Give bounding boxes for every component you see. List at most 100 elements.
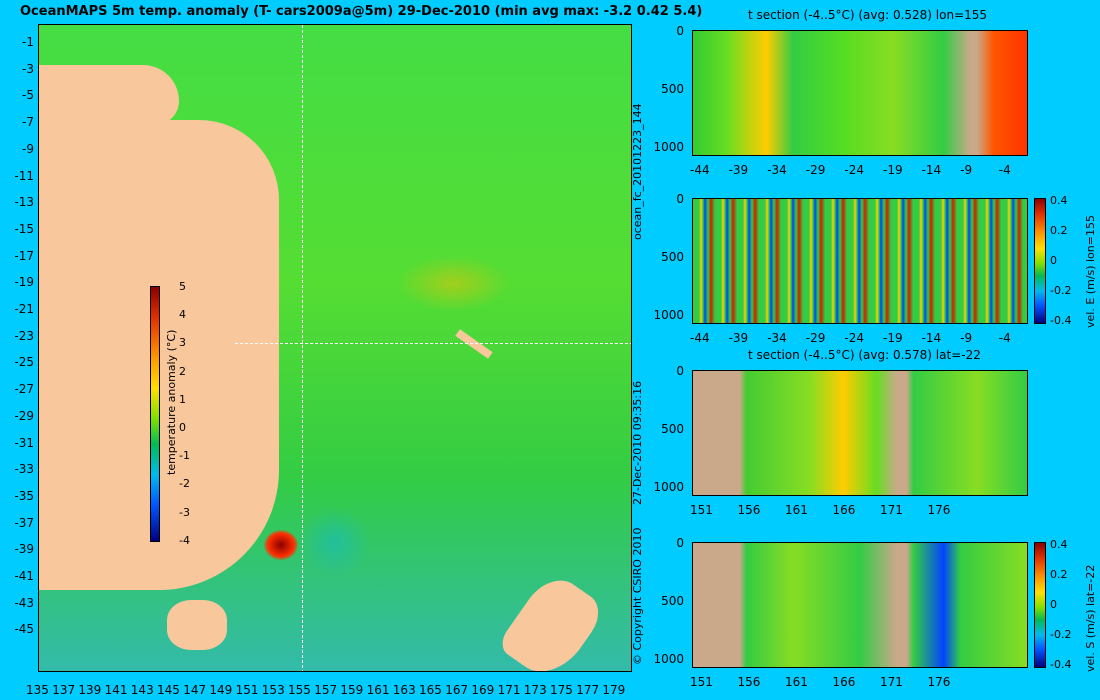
panel-colorbar-tick: -0.2 bbox=[1050, 628, 1072, 641]
lat-tick: -31 bbox=[14, 435, 34, 450]
lat-tick: -9 bbox=[22, 141, 34, 156]
lat-tick: -11 bbox=[14, 168, 34, 183]
panel-title: t section (-4..5°C) (avg: 0.528) lon=155 bbox=[748, 8, 988, 22]
lat-tick: -27 bbox=[14, 382, 34, 397]
lon-tick: 163 bbox=[392, 683, 416, 697]
panel-y-tick: 500 bbox=[661, 82, 684, 96]
panel-x-tick: 151 bbox=[690, 675, 713, 689]
copyright-label: © Copyright CSIRO 2010 bbox=[631, 527, 644, 665]
lat-tick: -17 bbox=[14, 248, 34, 263]
map-colorbar-label: temperature anomaly (°C) bbox=[165, 329, 178, 475]
section-line-lat bbox=[235, 343, 631, 344]
panel-colorbar-tick: 0.4 bbox=[1050, 538, 1068, 551]
section-line-lon bbox=[302, 25, 303, 671]
lon-tick: 143 bbox=[130, 683, 154, 697]
lat-tick: -15 bbox=[14, 221, 34, 236]
forecast-id-label: ocean_fc_20101223_144 bbox=[631, 103, 644, 240]
lat-tick: -23 bbox=[14, 328, 34, 343]
section-plot[interactable] bbox=[692, 198, 1028, 324]
new-caledonia-landmass bbox=[455, 329, 493, 359]
panel-x-tick: -39 bbox=[728, 163, 749, 177]
lon-tick: 139 bbox=[78, 683, 102, 697]
panel-colorbar-tick: 0.2 bbox=[1050, 224, 1068, 237]
panel-colorbar-tick: -0.2 bbox=[1050, 284, 1072, 297]
map-colorbar-tick: -2 bbox=[179, 477, 190, 491]
lon-tick: 135 bbox=[26, 683, 49, 697]
panel-y-tick: 0 bbox=[676, 364, 684, 378]
lat-tick: -25 bbox=[14, 355, 34, 370]
lat-tick: -3 bbox=[22, 61, 34, 76]
lat-tick: -43 bbox=[14, 595, 34, 610]
panel-x-tick: -14 bbox=[921, 331, 942, 345]
panel-y-tick: 0 bbox=[676, 536, 684, 550]
panel-x-tick: 166 bbox=[832, 503, 856, 517]
lat-tick: -29 bbox=[14, 408, 34, 423]
panel-colorbar-tick: 0.2 bbox=[1050, 568, 1068, 581]
panel-x-tick: 176 bbox=[927, 675, 951, 689]
map-title: OceanMAPS 5m temp. anomaly (T- cars2009a… bbox=[20, 4, 703, 19]
panel-y-tick: 1000 bbox=[653, 480, 684, 494]
section-plot[interactable] bbox=[692, 370, 1028, 496]
panel-x-tick: -4 bbox=[998, 163, 1011, 177]
lon-tick: 159 bbox=[340, 683, 364, 697]
map-colorbar-tick: -4 bbox=[179, 533, 190, 547]
lat-tick: -33 bbox=[14, 462, 34, 477]
lon-tick: 165 bbox=[419, 683, 442, 697]
lon-tick: 171 bbox=[497, 683, 521, 697]
temperature-anomaly-map[interactable]: 5 4 3 2 1 0 -1 -2 -3 -4 temperature anomaly (°C) bbox=[38, 24, 632, 672]
lat-tick: -37 bbox=[14, 515, 34, 530]
lat-tick: -21 bbox=[14, 302, 34, 316]
papua-new-guinea-landmass bbox=[39, 65, 179, 125]
panel-x-tick: -44 bbox=[690, 331, 710, 345]
panel-y-tick: 1000 bbox=[653, 308, 684, 322]
panel-x-tick: -19 bbox=[883, 331, 903, 345]
lon-tick: 149 bbox=[209, 683, 233, 697]
lat-tick: -1 bbox=[22, 35, 34, 49]
map-colorbar bbox=[150, 286, 160, 542]
lat-tick: -35 bbox=[14, 488, 34, 503]
lat-tick: -41 bbox=[14, 569, 34, 583]
panel-colorbar-label: vel. E (m/s) lon=155 bbox=[1084, 215, 1097, 328]
map-colorbar-tick: -3 bbox=[179, 505, 190, 519]
panel-x-tick: 171 bbox=[880, 503, 903, 517]
lon-tick: 157 bbox=[314, 683, 338, 697]
panel-x-tick: -29 bbox=[805, 331, 826, 345]
lon-tick: 153 bbox=[261, 683, 285, 697]
panel-colorbar-tick: -0.4 bbox=[1050, 658, 1072, 671]
lon-tick: 175 bbox=[550, 683, 573, 697]
map-colorbar-tick: 5 bbox=[179, 280, 186, 293]
section-plot[interactable] bbox=[692, 542, 1028, 668]
map-colorbar-tick: 0 bbox=[179, 421, 186, 434]
panel-x-tick: 176 bbox=[927, 503, 951, 517]
section-plot[interactable] bbox=[692, 30, 1028, 156]
panel-x-tick: -34 bbox=[767, 331, 787, 345]
lon-tick: 167 bbox=[445, 683, 469, 697]
panel-x-tick: -24 bbox=[844, 163, 864, 177]
lat-tick: -45 bbox=[14, 622, 34, 637]
lon-tick: 173 bbox=[523, 683, 547, 697]
map-colorbar-tick: -1 bbox=[179, 449, 190, 463]
panel-colorbar-tick: -0.4 bbox=[1050, 314, 1072, 327]
panel-x-tick: 156 bbox=[737, 503, 761, 517]
panel-x-tick: 156 bbox=[737, 675, 761, 689]
panel-x-tick: -9 bbox=[960, 331, 973, 345]
panel-x-tick: -4 bbox=[998, 331, 1011, 345]
lat-tick: -39 bbox=[14, 542, 34, 557]
lon-tick: 141 bbox=[104, 683, 128, 697]
panel-y-tick: 1000 bbox=[653, 140, 684, 154]
cape-york-landmass bbox=[129, 135, 169, 205]
panel-x-tick: 161 bbox=[785, 503, 808, 517]
lon-tick: 137 bbox=[52, 683, 76, 697]
tasmania-landmass bbox=[167, 600, 227, 650]
panel-x-tick: -44 bbox=[690, 163, 710, 177]
panel-colorbar bbox=[1034, 198, 1046, 324]
lat-tick: -5 bbox=[22, 88, 34, 103]
panel-colorbar-tick: 0.4 bbox=[1050, 194, 1068, 207]
lon-tick: 147 bbox=[183, 683, 207, 697]
timestamp-label: 27-Dec-2010 09:35:16 bbox=[631, 380, 644, 505]
lat-tick: -7 bbox=[22, 115, 34, 130]
lat-tick: -19 bbox=[14, 275, 34, 290]
lon-tick: 145 bbox=[157, 683, 180, 697]
panel-x-tick: -19 bbox=[883, 163, 903, 177]
panel-colorbar-tick: 0 bbox=[1050, 598, 1057, 611]
